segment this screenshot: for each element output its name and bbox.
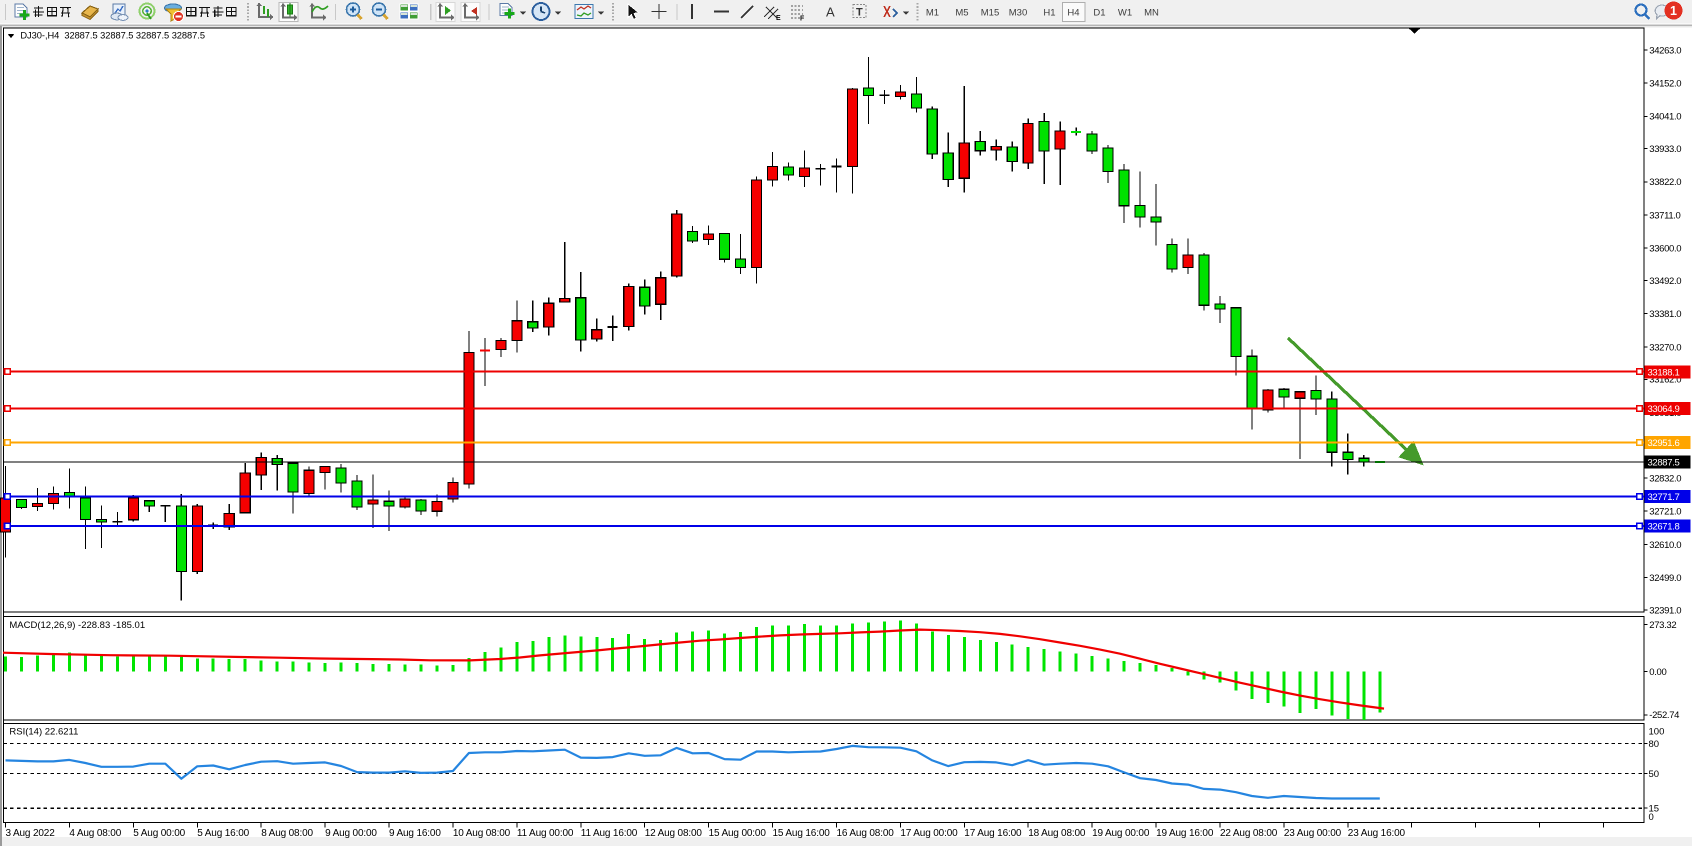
svg-text:23 Aug 00:00: 23 Aug 00:00 — [1284, 828, 1342, 839]
svg-text:80: 80 — [1649, 739, 1660, 750]
svg-text:15 Aug 16:00: 15 Aug 16:00 — [773, 828, 831, 839]
svg-text:E: E — [776, 15, 781, 22]
svg-text:5 Aug 16:00: 5 Aug 16:00 — [197, 828, 249, 839]
svg-text:273.32: 273.32 — [1649, 620, 1676, 631]
svg-text:MN: MN — [1144, 8, 1159, 19]
svg-text:19 Aug 00:00: 19 Aug 00:00 — [1092, 828, 1150, 839]
svg-text:8 Aug 08:00: 8 Aug 08:00 — [261, 828, 313, 839]
svg-text:F: F — [800, 16, 805, 23]
svg-text:33600.0: 33600.0 — [1649, 244, 1681, 255]
svg-text:32951.6: 32951.6 — [1648, 438, 1680, 449]
svg-text:RSI(14) 22.6211: RSI(14) 22.6211 — [9, 727, 78, 738]
svg-text:17 Aug 16:00: 17 Aug 16:00 — [964, 828, 1022, 839]
svg-text:M1: M1 — [926, 8, 939, 19]
svg-text:33933.0: 33933.0 — [1649, 144, 1681, 155]
svg-text:11 Aug 00:00: 11 Aug 00:00 — [517, 828, 574, 839]
svg-text:15: 15 — [1649, 804, 1660, 815]
svg-text:MACD(12,26,9) -228.83 -185.01: MACD(12,26,9) -228.83 -185.01 — [9, 620, 145, 631]
svg-text:100: 100 — [1649, 727, 1665, 738]
svg-text:34152.0: 34152.0 — [1649, 79, 1681, 90]
svg-text:9 Aug 16:00: 9 Aug 16:00 — [389, 828, 441, 839]
svg-text:M15: M15 — [981, 8, 999, 19]
svg-text:A: A — [826, 5, 835, 20]
svg-text:32721.0: 32721.0 — [1649, 507, 1681, 518]
svg-text:5 Aug 00:00: 5 Aug 00:00 — [133, 828, 185, 839]
svg-text:1: 1 — [1670, 4, 1677, 18]
svg-text:T: T — [856, 7, 863, 19]
svg-text:32887.5: 32887.5 — [1648, 458, 1680, 469]
svg-text:33270.0: 33270.0 — [1649, 342, 1681, 353]
svg-text:19 Aug 16:00: 19 Aug 16:00 — [1156, 828, 1214, 839]
svg-text:17 Aug 00:00: 17 Aug 00:00 — [900, 828, 958, 839]
svg-text:32499.0: 32499.0 — [1649, 573, 1681, 584]
svg-text:33822.0: 33822.0 — [1649, 177, 1681, 188]
svg-text:11 Aug 16:00: 11 Aug 16:00 — [581, 828, 638, 839]
svg-text:D1: D1 — [1093, 8, 1105, 19]
svg-text:0.00: 0.00 — [1649, 667, 1666, 678]
svg-text:34263.0: 34263.0 — [1649, 45, 1681, 56]
svg-text:32391.0: 32391.0 — [1649, 605, 1681, 616]
svg-text:H4: H4 — [1067, 8, 1079, 19]
svg-text:M30: M30 — [1009, 8, 1027, 19]
svg-text:DJ30-,H4 32887.5 32887.5 3288: DJ30-,H4 32887.5 32887.5 32887.5 32887.5 — [20, 31, 205, 41]
svg-text:10 Aug 08:00: 10 Aug 08:00 — [453, 828, 511, 839]
svg-text:32671.8: 32671.8 — [1648, 522, 1680, 533]
svg-text:33711.0: 33711.0 — [1649, 210, 1680, 221]
svg-text:-252.74: -252.74 — [1649, 710, 1679, 721]
svg-text:22 Aug 08:00: 22 Aug 08:00 — [1220, 828, 1278, 839]
svg-text:4 Aug 08:00: 4 Aug 08:00 — [69, 828, 121, 839]
svg-text:32610.0: 32610.0 — [1649, 540, 1681, 551]
svg-text:H1: H1 — [1043, 8, 1055, 19]
svg-text:33064.9: 33064.9 — [1648, 404, 1680, 415]
svg-text:33492.0: 33492.0 — [1649, 276, 1681, 287]
svg-text:12 Aug 08:00: 12 Aug 08:00 — [645, 828, 703, 839]
svg-text:W1: W1 — [1118, 8, 1132, 19]
svg-text:50: 50 — [1649, 769, 1660, 780]
svg-text:3 Aug 2022: 3 Aug 2022 — [6, 828, 56, 839]
svg-text:34041.0: 34041.0 — [1649, 112, 1681, 123]
svg-text:32771.7: 32771.7 — [1648, 492, 1680, 503]
svg-text:33188.1: 33188.1 — [1648, 368, 1680, 379]
svg-text:33162.0: 33162.0 — [1649, 375, 1681, 386]
svg-text:15 Aug 00:00: 15 Aug 00:00 — [709, 828, 767, 839]
svg-text:23 Aug 16:00: 23 Aug 16:00 — [1348, 828, 1406, 839]
svg-text:18 Aug 08:00: 18 Aug 08:00 — [1028, 828, 1086, 839]
svg-text:0: 0 — [1649, 812, 1654, 823]
svg-text:16 Aug 08:00: 16 Aug 08:00 — [837, 828, 895, 839]
svg-text:9 Aug 00:00: 9 Aug 00:00 — [325, 828, 377, 839]
svg-text:32832.0: 32832.0 — [1649, 473, 1681, 484]
svg-text:M5: M5 — [955, 8, 968, 19]
svg-text:33381.0: 33381.0 — [1649, 309, 1681, 320]
